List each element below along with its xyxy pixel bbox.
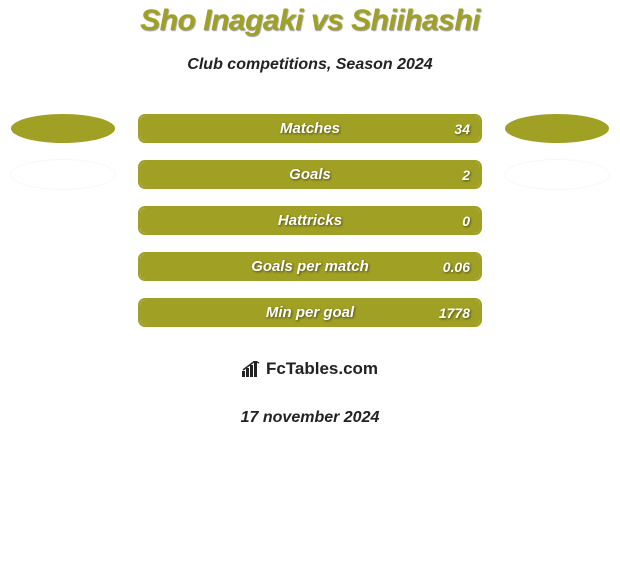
stat-label: Hattricks xyxy=(140,212,480,229)
stat-row: Hattricks 0 xyxy=(0,206,620,235)
page-title: Sho Inagaki vs Shiihashi xyxy=(0,4,620,38)
stat-label: Goals xyxy=(140,166,480,183)
spacer xyxy=(505,298,609,327)
stat-value: 1778 xyxy=(439,305,470,321)
stat-bar: Hattricks 0 xyxy=(138,206,482,235)
stat-row: Matches 34 xyxy=(0,114,620,143)
stat-value: 0.06 xyxy=(443,259,470,275)
player-left-marker xyxy=(11,160,115,189)
spacer xyxy=(505,206,609,235)
comparison-card: Sho Inagaki vs Shiihashi Club competitio… xyxy=(0,0,620,427)
stat-row: Min per goal 1778 xyxy=(0,298,620,327)
stat-bar: Min per goal 1778 xyxy=(138,298,482,327)
spacer xyxy=(505,252,609,281)
brand-name: FcTables.com xyxy=(266,359,378,379)
stat-bar: Goals per match 0.06 xyxy=(138,252,482,281)
date-label: 17 november 2024 xyxy=(0,409,620,427)
stat-value: 2 xyxy=(462,167,470,183)
brand-logo-box: FcTables.com xyxy=(202,347,418,391)
player-right-marker xyxy=(505,114,609,143)
spacer xyxy=(11,206,115,235)
brand-logo: FcTables.com xyxy=(242,359,378,379)
stat-label: Min per goal xyxy=(140,304,480,321)
page-subtitle: Club competitions, Season 2024 xyxy=(0,56,620,74)
stat-label: Matches xyxy=(140,120,480,137)
stat-row: Goals 2 xyxy=(0,160,620,189)
player-right-marker xyxy=(505,160,609,189)
stat-value: 34 xyxy=(454,121,470,137)
stat-row: Goals per match 0.06 xyxy=(0,252,620,281)
stat-label: Goals per match xyxy=(140,258,480,275)
player-left-marker xyxy=(11,114,115,143)
chart-icon xyxy=(242,361,262,377)
stat-bar: Goals 2 xyxy=(138,160,482,189)
stat-value: 0 xyxy=(462,213,470,229)
stat-bar: Matches 34 xyxy=(138,114,482,143)
spacer xyxy=(11,298,115,327)
spacer xyxy=(11,252,115,281)
